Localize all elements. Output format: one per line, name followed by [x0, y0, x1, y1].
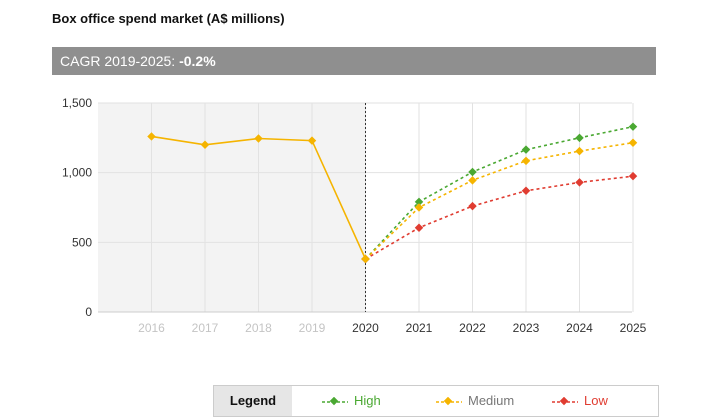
high-series-line — [364, 125, 634, 260]
x-tick-label: 2017 — [192, 321, 219, 335]
medium-series-line — [364, 141, 634, 260]
x-tick-label: 2024 — [566, 321, 593, 335]
y-tick-label: 1,500 — [62, 96, 92, 110]
x-tick-label: 2021 — [406, 321, 433, 335]
low-series-point — [414, 223, 424, 232]
legend-item-medium: Medium — [436, 386, 514, 416]
historical-series-point — [254, 134, 263, 143]
high-series-point — [521, 145, 531, 154]
high-series-point — [414, 197, 424, 207]
high-series-point — [575, 133, 584, 143]
legend-item-high: High — [322, 386, 381, 416]
cagr-value: -0.2% — [179, 53, 216, 69]
line-chart: 0 500 1,000 1,500 2016 2017 2018 2019 2020 2021 20… — [62, 96, 647, 335]
low-series-point — [628, 171, 638, 181]
y-tick-label: 500 — [72, 235, 92, 249]
high-series-point — [468, 167, 477, 177]
legend-label-low: Low — [584, 393, 608, 408]
y-tick-label: 1,000 — [62, 166, 92, 180]
chart-title: Box office spend market (A$ millions) — [52, 11, 285, 26]
low-series-line — [365, 175, 634, 260]
medium-series-point — [628, 138, 638, 147]
medium-series-marker-icon — [436, 396, 462, 405]
cagr-banner: CAGR 2019-2025: -0.2% — [52, 47, 656, 75]
low-series-point — [468, 201, 477, 211]
legend-label-medium: Medium — [468, 393, 515, 408]
x-tick-label: 2020 — [352, 321, 379, 335]
legend-title: Legend — [214, 386, 292, 416]
cagr-label: CAGR 2019-2025: — [60, 53, 180, 69]
medium-series-point — [575, 146, 584, 156]
x-tick-label: 2023 — [513, 321, 540, 335]
x-tick-label: 2022 — [459, 321, 486, 335]
legend-label-high: High — [354, 393, 381, 408]
medium-series-point — [521, 156, 531, 166]
low-series-point — [521, 186, 531, 196]
historical-shading — [98, 103, 366, 312]
historical-series-point — [307, 136, 317, 145]
low-series-point — [575, 178, 584, 187]
legend-item-low: Low — [552, 386, 608, 416]
legend: Legend High Medium Low — [213, 385, 659, 417]
historical-series-point — [200, 140, 210, 150]
historical-series-point — [147, 132, 156, 141]
medium-series-point — [468, 176, 477, 185]
medium-series-point — [414, 203, 424, 212]
high-series-point — [628, 122, 638, 131]
historical-series-point — [361, 254, 370, 264]
y-tick-label: 0 — [85, 305, 92, 319]
x-tick-label: 2019 — [299, 321, 326, 335]
x-tick-label: 2016 — [138, 321, 165, 335]
x-tick-label: 2018 — [245, 321, 272, 335]
low-series-marker-icon — [552, 396, 578, 405]
x-tick-label: 2025 — [620, 321, 647, 335]
high-series-marker-icon — [322, 396, 348, 405]
